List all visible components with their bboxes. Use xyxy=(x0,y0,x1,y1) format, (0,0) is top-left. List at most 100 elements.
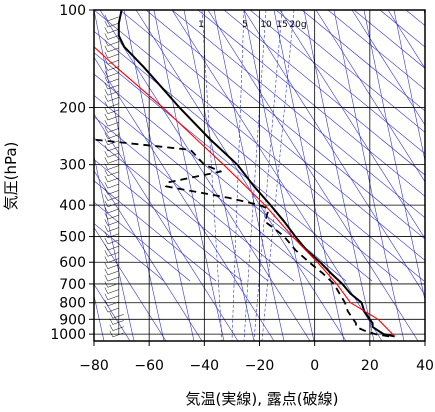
wind-barb xyxy=(107,221,119,226)
wind-barb xyxy=(107,245,119,251)
temperature-line xyxy=(117,10,395,338)
dry-adiabat xyxy=(94,52,373,282)
wind-barb-flag xyxy=(104,299,109,307)
wind-barb xyxy=(107,227,119,232)
y-tick-label: 300 xyxy=(59,158,86,174)
mixing-ratio-label: 5 xyxy=(242,20,248,30)
x-axis-ticks: −80 −60 −40 −20 0 20 40 xyxy=(79,341,434,374)
y-tick-label: 900 xyxy=(59,312,86,328)
wind-barb xyxy=(107,72,119,77)
dry-adiabat xyxy=(379,10,425,48)
dry-adiabat xyxy=(249,10,425,155)
mixing-ratio-line xyxy=(243,10,267,341)
wind-barb xyxy=(107,289,119,294)
skewed-isotherm xyxy=(243,10,425,296)
mixing-ratio-line xyxy=(261,10,295,341)
dry-adiabat xyxy=(327,10,425,91)
wind-barb-flag xyxy=(104,262,109,269)
skewed-isotherm xyxy=(94,56,275,341)
wind-barb xyxy=(107,152,119,158)
wind-barb-flag xyxy=(104,293,109,300)
wind-barb-flag xyxy=(104,151,109,158)
wind-barb-flag xyxy=(104,256,109,263)
wind-barb-flag xyxy=(104,138,109,145)
x-tick-label: 40 xyxy=(416,358,434,374)
wind-barb-flag xyxy=(109,312,114,319)
wind-barb-flag xyxy=(104,163,109,170)
wind-barb xyxy=(107,177,119,183)
wind-barb xyxy=(107,47,119,53)
wind-barb-flag xyxy=(104,39,109,46)
wind-barb xyxy=(107,35,119,40)
x-tick-label: −60 xyxy=(134,358,164,374)
wind-barb-flag xyxy=(104,200,109,207)
moist-adiabat xyxy=(123,10,195,341)
wind-barb xyxy=(107,121,119,127)
wind-barb xyxy=(107,97,119,102)
wind-barb-flag xyxy=(109,330,114,337)
y-tick-label: 600 xyxy=(59,255,86,271)
wind-barb-flag xyxy=(104,268,109,276)
y-tick-label: 500 xyxy=(59,230,86,246)
y-tick-label: 800 xyxy=(59,296,86,312)
moist-adiabat xyxy=(273,10,345,341)
skewed-isotherm xyxy=(207,10,419,341)
wind-barb xyxy=(107,78,119,84)
dry-adiabat xyxy=(145,10,425,240)
wind-barb xyxy=(107,214,119,220)
wind-barb xyxy=(107,301,119,307)
dry-adiabat xyxy=(94,180,217,282)
dry-adiabat xyxy=(94,159,243,282)
profile-series xyxy=(94,10,396,338)
wind-barb xyxy=(107,202,119,207)
wind-barb-flag xyxy=(104,281,109,288)
moist-adiabat xyxy=(153,10,225,341)
mixing-ratio-label: 1 xyxy=(198,20,204,30)
mixing-ratio-labels: 1 5 10 15 20g xyxy=(198,20,306,30)
wind-barb-flag xyxy=(104,82,109,90)
x-tick-label: 20 xyxy=(361,358,379,374)
skewed-isotherm xyxy=(387,10,425,69)
wind-barb xyxy=(107,146,119,152)
wind-barb xyxy=(112,314,124,319)
dry-adiabat xyxy=(171,10,425,219)
wind-barb xyxy=(107,22,119,28)
mixing-ratio-label: 20g xyxy=(289,20,306,30)
wind-barb-flag xyxy=(104,225,109,232)
moist-adiabat xyxy=(303,10,375,341)
wind-barb-flag xyxy=(104,27,109,34)
dry-adiabat xyxy=(94,95,321,282)
wind-barb xyxy=(107,196,119,201)
moist-adiabat xyxy=(393,10,425,163)
skewed-isotherm xyxy=(171,10,383,341)
mixing-ratio-label: 15 xyxy=(276,20,287,30)
wind-barb xyxy=(112,332,124,338)
x-axis-title: 気温(実線), 露点(破線) xyxy=(186,390,339,408)
wind-barb-flag xyxy=(104,157,109,164)
wind-barb-flag xyxy=(104,45,109,52)
wind-barb xyxy=(112,326,124,331)
wind-barb-flag xyxy=(104,231,109,238)
moist-adiabat xyxy=(363,10,425,302)
y-tick-label: 400 xyxy=(59,198,86,214)
wind-barb xyxy=(107,53,119,59)
wind-barb-flag xyxy=(104,126,109,133)
dry-adiabat xyxy=(405,10,425,26)
y-axis-title: 気圧(hPa) xyxy=(2,142,20,211)
wind-barb-flag xyxy=(104,14,109,21)
wind-barb-flag xyxy=(109,318,114,325)
wind-barb-flag xyxy=(104,113,109,121)
wind-barb-flag xyxy=(104,89,109,96)
wind-barb xyxy=(107,84,119,90)
dry-adiabat xyxy=(94,137,269,282)
wind-barb-flag xyxy=(104,33,109,40)
wind-barb xyxy=(107,66,119,71)
wind-barb-flag xyxy=(104,206,109,214)
wind-barb-flag xyxy=(104,70,109,77)
skewed-isotherm xyxy=(135,10,347,341)
wind-barb xyxy=(107,29,119,34)
wind-barb-flag xyxy=(104,250,109,257)
wind-barb-flag xyxy=(104,64,109,71)
grid-lines xyxy=(94,10,425,341)
